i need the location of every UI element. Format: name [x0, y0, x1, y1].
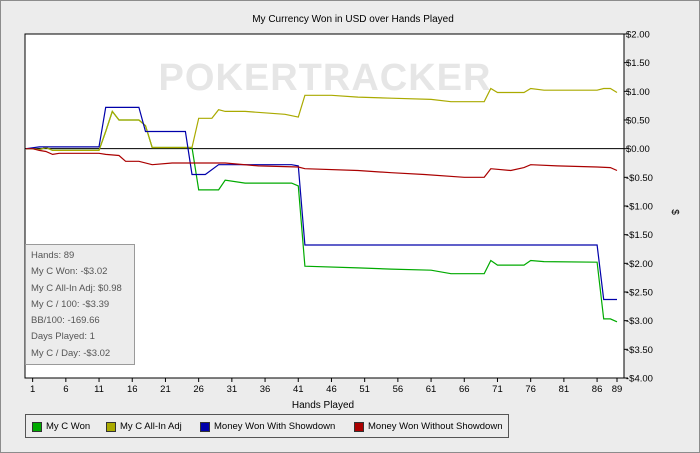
y-tick-label: -$1.50: [626, 230, 653, 241]
legend-swatch: [354, 421, 364, 432]
x-tick-label: 86: [592, 384, 603, 395]
stats-hands: Hands: 89: [31, 250, 75, 261]
y-tick-label: $2.00: [626, 30, 650, 41]
x-tick-label: 56: [393, 384, 404, 395]
legend-label: Money Won With Showdown: [214, 421, 336, 432]
y-tick-label: -$3.50: [626, 345, 653, 356]
legend-item-without-showdown: Money Won Without Showdown: [354, 421, 502, 432]
y-tick-label: -$3.00: [626, 316, 653, 327]
y-tick-label: -$2.00: [626, 259, 653, 270]
x-tick-label: 41: [293, 384, 304, 395]
x-tick-label: 21: [160, 384, 171, 395]
stats-won: My C Won: -$3.02: [31, 266, 108, 278]
x-tick-label: 81: [559, 384, 570, 395]
x-tick-label: 36: [260, 384, 271, 395]
x-tick-label: 89: [612, 384, 623, 395]
series-line-money-won-without-showdown: [26, 148, 618, 178]
y-axis-label: $: [669, 209, 680, 215]
x-tick-label: 31: [227, 384, 238, 395]
x-tick-label: 51: [359, 384, 370, 395]
x-tick-label: 76: [525, 384, 536, 395]
x-tick-label: 71: [492, 384, 503, 395]
x-tick-label: 6: [63, 384, 68, 395]
x-tick-label: 46: [326, 384, 337, 395]
watermark-text: POKERTRACKER: [159, 57, 492, 99]
stats-bb100: BB/100: -169.66: [31, 315, 100, 327]
stats-box: Hands: 89 My C Won: -$3.02 My C All-In A…: [25, 244, 135, 365]
legend-label: My C All-In Adj: [120, 421, 182, 432]
x-tick-label: 61: [426, 384, 437, 395]
legend-item-my-c-won: My C Won: [32, 421, 90, 432]
legend-item-all-in-adj: My C All-In Adj: [106, 421, 182, 432]
series-line-my-c-all-in-adj: [26, 87, 618, 151]
y-tick-label: $0.00: [626, 144, 650, 155]
stats-allin: My C All-In Adj: $0.98: [31, 282, 122, 294]
x-axis-label: Hands Played: [292, 400, 354, 411]
x-tick-label: 11: [94, 384, 104, 395]
x-tick-label: 16: [127, 384, 138, 395]
y-tick-label: -$1.00: [626, 202, 653, 213]
x-tick-label: 1: [30, 384, 35, 395]
legend-swatch: [106, 421, 116, 432]
chart-title: My Currency Won in USD over Hands Played: [252, 14, 454, 25]
stats-per100: My C / 100: -$3.39: [31, 298, 110, 310]
legend-label: Money Won Without Showdown: [368, 421, 503, 432]
y-tick-label: $1.50: [626, 58, 650, 69]
y-tick-label: -$2.50: [626, 288, 653, 299]
legend-swatch: [32, 421, 42, 432]
legend-label: My C Won: [46, 421, 91, 432]
legend-item-with-showdown: Money Won With Showdown: [200, 421, 335, 432]
y-tick-label: $1.00: [626, 87, 650, 98]
legend: My C Won My C All-In Adj Money Won With …: [25, 414, 509, 438]
series-line-money-won-with-showdown: [25, 106, 617, 301]
x-tick-label: 66: [459, 384, 470, 395]
y-tick-label: -$4.00: [626, 374, 653, 385]
stats-days: Days Played: 1: [31, 331, 95, 343]
y-tick-label: $0.50: [626, 116, 650, 127]
stats-perday: My C / Day: -$3.02: [31, 347, 111, 359]
legend-swatch: [200, 421, 210, 432]
y-tick-label: -$0.50: [626, 173, 653, 184]
x-tick-label: 26: [193, 384, 204, 395]
